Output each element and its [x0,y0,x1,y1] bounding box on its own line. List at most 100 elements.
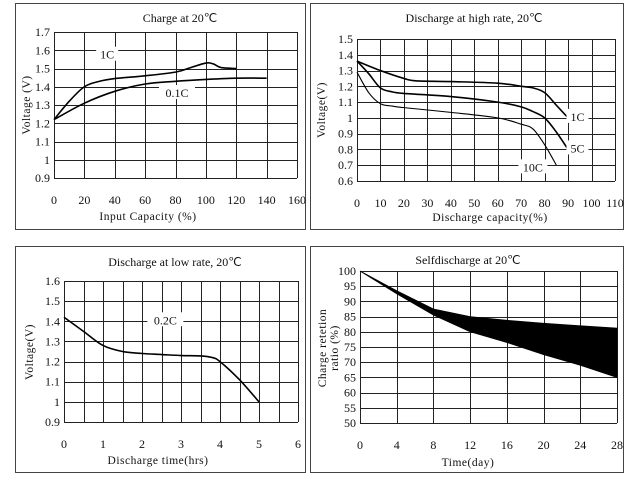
series-label-bg [147,312,184,327]
x-tick-label: 20 [538,438,550,452]
y-tick-label: 1.4 [338,48,353,62]
x-axis-label: Input Capacity (%) [99,211,196,223]
y-tick-label: 1.5 [35,62,50,76]
y-tick-label: 1 [44,153,50,167]
x-tick-label: 24 [574,438,586,452]
series-line-5c [356,60,569,150]
series-line-10c [356,71,557,166]
y-tick-label: 0.9 [35,171,50,185]
x-tick-label: 140 [258,193,276,207]
y-tick-label: 70 [344,355,356,369]
x-axis-label: Discharge capacity(%) [432,212,547,224]
x-tick-label: 40 [109,193,121,207]
y-axis-label-line2: ratio (%) [329,325,341,371]
y-axis-label: Voltage(V) [316,82,328,138]
y-tick-label: 55 [344,401,356,415]
chart-title: Charge at 20℃ [143,11,218,25]
x-tick-label: 2 [139,437,145,451]
chart-discharge-high: Discharge at high rate, 20℃ Discharge ca… [316,11,624,224]
x-tick-label: 70 [515,196,527,210]
y-tick-label: 1.4 [45,314,60,328]
y-tick-label: 1.5 [338,32,353,46]
series-label-bg [159,85,196,100]
x-tick-label: 100 [583,196,601,210]
y-tick-label: 1.7 [35,25,50,39]
x-tick-label: 4 [394,438,400,452]
x-tick-label: 20 [398,196,410,210]
y-axis-label: Voltage(V) [24,324,36,380]
x-tick-label: 12 [464,438,476,452]
y-tick-label: 1.2 [35,116,50,130]
y-tick-label: 0.7 [338,158,353,172]
x-tick-label: 120 [227,193,245,207]
y-tick-label: 1.6 [35,43,50,57]
x-tick-label: 50 [468,196,480,210]
series-label-bg [96,46,119,61]
x-tick-label: 20 [78,193,90,207]
y-tick-label: 1.2 [338,79,353,93]
x-tick-label: 80 [539,196,551,210]
chart-selfdischarge: Selfdischarge at 20℃ Time(day) Charge re… [317,253,623,469]
x-tick-label: 160 [288,193,306,207]
x-tick-label: 0 [51,193,57,207]
y-tick-label: 90 [344,294,356,308]
x-tick-label: 0 [354,196,360,210]
self-discharge-band [359,270,618,378]
series-label-bg [566,140,589,155]
panel-discharge-low [15,246,306,473]
y-tick-label: 95 [344,279,356,293]
x-tick-label: 6 [295,437,301,451]
y-tick-label: 60 [344,386,356,400]
y-tick-label: 1.4 [35,80,50,94]
y-tick-label: 75 [344,340,356,354]
series-label: 10C [523,160,543,174]
series-label-bg [518,159,548,174]
series-line-1c [53,62,237,121]
y-tick-label: 0.6 [338,174,353,188]
x-tick-label: 0 [357,438,363,452]
y-tick-label: 1.1 [45,375,60,389]
chart-title: Discharge at low rate, 20℃ [108,255,242,269]
chart-discharge-low: Discharge at low rate, 20℃ Discharge tim… [24,255,301,467]
x-tick-label: 40 [445,196,457,210]
x-axis-label: Discharge time(hrs) [108,455,209,467]
grid [54,32,298,179]
series-label: 1C [570,110,584,124]
x-axis-label: Time(day) [442,457,495,469]
grid [360,271,618,424]
chart-charge: Charge at 20℃ Input Capacity (%) Voltage… [21,11,306,223]
x-tick-label: 5 [256,437,262,451]
x-tick-label: 100 [197,193,215,207]
x-tick-label: 1 [100,437,106,451]
y-axis-label: Voltage (V) [21,75,33,134]
y-tick-label: 85 [344,310,356,324]
y-tick-label: 1.1 [338,95,353,109]
x-tick-label: 8 [430,438,436,452]
y-tick-label: 0.9 [45,415,60,429]
y-tick-label: 1.3 [35,98,50,112]
x-tick-label: 110 [606,196,624,210]
y-tick-label: 1.6 [45,274,60,288]
series-line-1c [356,60,569,119]
y-tick-label: 0.9 [338,127,353,141]
x-tick-label: 4 [217,437,223,451]
series-label-bg [566,108,589,123]
x-tick-label: 28 [611,438,623,452]
y-tick-label: 1 [347,111,353,125]
y-tick-label: 50 [344,416,356,430]
y-tick-label: 1 [54,395,60,409]
y-tick-label: 0.8 [338,142,353,156]
y-tick-label: 65 [344,370,356,384]
y-tick-label: 1.1 [35,135,50,149]
panel-charge [15,3,306,230]
y-tick-label: 1.2 [45,355,60,369]
series-line-0-2c [63,316,260,403]
y-tick-label: 80 [344,325,356,339]
series-label: 0.2C [154,313,177,327]
x-tick-label: 60 [139,193,151,207]
x-tick-label: 30 [421,196,433,210]
x-tick-label: 16 [501,438,513,452]
y-tick-label: 100 [338,264,356,278]
x-tick-label: 90 [562,196,574,210]
